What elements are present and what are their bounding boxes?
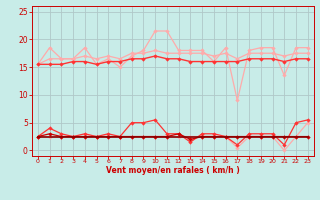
- X-axis label: Vent moyen/en rafales ( km/h ): Vent moyen/en rafales ( km/h ): [106, 166, 240, 175]
